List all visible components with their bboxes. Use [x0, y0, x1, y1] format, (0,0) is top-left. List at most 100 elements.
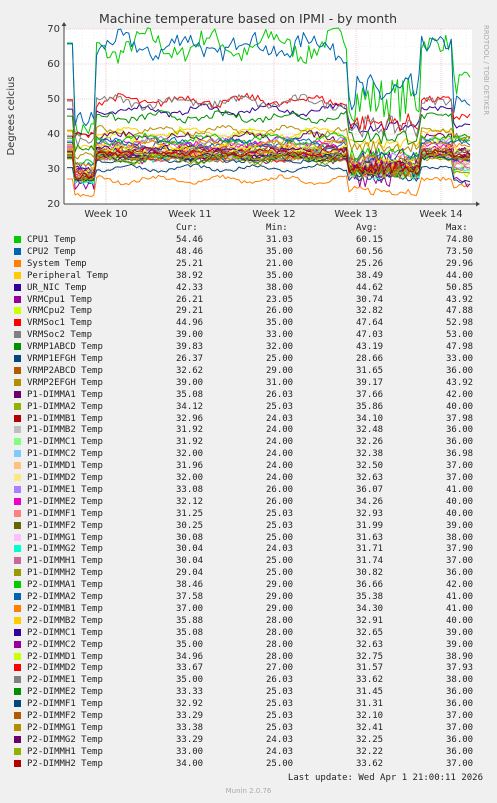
legend-series-name: P1-DIMMC1 Temp — [27, 437, 103, 448]
legend-value-avg: 32.93 — [356, 508, 384, 519]
legend-value-min: 25.03 — [266, 508, 294, 519]
legend-value-min: 38.00 — [266, 282, 294, 293]
legend-value-min: 24.00 — [266, 461, 294, 472]
legend-series-name: P1-DIMMG2 Temp — [27, 544, 103, 555]
legend-series-name: P2-DIMMH2 Temp — [27, 758, 103, 769]
legend-row-p2-dimme1-temp: P2-DIMME1 Temp 35.00 26.03 33.62 38.00 — [0, 674, 497, 686]
legend-value-avg: 36.66 — [356, 580, 384, 591]
legend-row-vrmp1abcd-temp: VRMP1ABCD Temp 39.83 32.00 43.19 47.98 — [0, 341, 497, 353]
legend-value-avg: 32.50 — [356, 461, 384, 472]
legend-series-name: VRMCpu2 Temp — [27, 306, 93, 317]
legend-series-name: Peripheral Temp — [27, 270, 109, 281]
legend-value-avg: 35.38 — [356, 592, 384, 602]
legend-series-name: VRMP2EFGH Temp — [27, 377, 103, 388]
y-tick-label: 20 — [47, 199, 60, 210]
y-tick-label: 30 — [47, 164, 60, 175]
legend-value-max: 50.85 — [446, 282, 474, 293]
legend-series-name: P1-DIMME2 Temp — [27, 496, 103, 507]
legend-row-vrmp2efgh-temp: VRMP2EFGH Temp 39.00 31.00 39.17 43.92 — [0, 377, 497, 389]
legend-swatch — [14, 390, 21, 398]
series-line-p1-dimmc1-temp — [67, 151, 471, 184]
legend-row-p1-dimmc2-temp: P1-DIMMC2 Temp 32.00 24.00 32.38 36.98 — [0, 448, 497, 460]
legend-value-min: 29.00 — [266, 365, 294, 376]
legend-value-max: 40.00 — [446, 508, 474, 519]
legend-row-p1-dimmd1-temp: P1-DIMMD1 Temp 31.96 24.00 32.50 37.00 — [0, 460, 497, 472]
legend-row-p2-dimme2-temp: P2-DIMME2 Temp 33.33 25.03 31.45 36.00 — [0, 686, 497, 698]
legend-value-min: 26.00 — [266, 306, 294, 317]
legend-value-max: 41.00 — [446, 592, 474, 602]
legend-swatch — [14, 545, 21, 553]
legend-row-ur-nic-temp: UR_NIC Temp 42.33 38.00 44.62 50.85 — [0, 282, 497, 294]
legend-value-avg: 36.07 — [356, 484, 384, 495]
legend-series-name: VRMP1ABCD Temp — [27, 342, 103, 353]
legend-value-max: 44.00 — [446, 270, 474, 281]
legend-series-name: P1-DIMME1 Temp — [27, 484, 103, 495]
legend-value-avg: 33.62 — [356, 758, 384, 769]
legend-row-peripheral-temp: Peripheral Temp 38.92 35.00 38.49 44.00 — [0, 270, 497, 282]
legend-value-min: 31.00 — [266, 377, 294, 388]
legend-series-name: P2-DIMMA2 Temp — [27, 592, 103, 602]
legend-value-min: 25.03 — [266, 722, 294, 733]
legend-series-name: VRMP1EFGH Temp — [27, 354, 103, 364]
legend-value-cur: 35.08 — [176, 389, 204, 400]
legend-row-p1-dimmg1-temp: P1-DIMMG1 Temp 30.08 25.00 31.63 38.00 — [0, 532, 497, 544]
legend-value-min: 24.03 — [266, 734, 294, 745]
legend-value-cur: 32.96 — [176, 413, 204, 424]
legend-value-avg: 32.25 — [356, 734, 384, 745]
legend-value-max: 74.80 — [446, 235, 474, 245]
legend-series-name: P2-DIMMD1 Temp — [27, 651, 103, 662]
legend-value-cur: 33.38 — [176, 722, 204, 733]
legend-series-name: CPU2 Temp — [27, 246, 76, 257]
legend-series-name: P2-DIMME1 Temp — [27, 675, 103, 686]
series-line-cpu2-temp — [67, 28, 471, 127]
legend-value-max: 37.00 — [446, 556, 474, 567]
legend-series-name: P2-DIMMA1 Temp — [27, 580, 103, 591]
legend-value-cur: 35.00 — [176, 639, 204, 650]
legend-value-max: 53.00 — [446, 330, 474, 341]
legend-row-p1-dimmc1-temp: P1-DIMMC1 Temp 31.92 24.00 32.26 36.00 — [0, 436, 497, 448]
legend-value-cur: 38.46 — [176, 580, 204, 591]
legend-value-cur: 35.08 — [176, 627, 204, 638]
x-tick-label: Week 10 — [84, 209, 127, 220]
legend-value-min: 26.03 — [266, 675, 294, 686]
y-tick-label: 50 — [47, 94, 60, 105]
legend-value-cur: 33.08 — [176, 484, 204, 495]
legend-value-avg: 47.03 — [356, 330, 384, 341]
legend-swatch — [14, 616, 21, 624]
legend-value-cur: 44.96 — [176, 318, 204, 329]
legend-value-avg: 32.82 — [356, 306, 384, 317]
legend-row-p2-dimmg1-temp: P2-DIMMG1 Temp 33.38 25.03 32.41 37.00 — [0, 722, 497, 734]
legend-swatch — [14, 402, 21, 410]
series-line-vrmp1efgh-temp — [67, 163, 471, 184]
legend-value-cur: 34.00 — [176, 758, 204, 769]
legend-swatch — [14, 247, 21, 255]
series-line-system-temp — [67, 174, 471, 198]
legend-value-avg: 43.19 — [356, 342, 384, 353]
legend-value-cur: 30.25 — [176, 520, 204, 531]
y-axis-arrow — [61, 22, 67, 26]
legend-row-p2-dimmb2-temp: P2-DIMMB2 Temp 35.88 28.00 32.91 40.00 — [0, 615, 497, 627]
legend-header-avg: Avg: — [356, 223, 378, 233]
legend-value-cur: 32.00 — [176, 473, 204, 483]
legend-value-min: 28.00 — [266, 639, 294, 650]
y-tick-label: 40 — [47, 129, 60, 140]
legend-value-max: 42.00 — [446, 580, 474, 591]
legend-value-max: 36.00 — [446, 746, 474, 757]
legend-swatch — [14, 557, 21, 565]
legend-series-name: P1-DIMMA1 Temp — [27, 389, 103, 400]
legend-value-cur: 33.00 — [176, 746, 204, 757]
legend-row-vrmsoc1-temp: VRMSoc1 Temp 44.96 35.00 47.64 52.98 — [0, 317, 497, 329]
legend-series-name: P1-DIMMD2 Temp — [27, 473, 103, 483]
legend-swatch — [14, 652, 21, 660]
legend-value-min: 25.03 — [266, 687, 294, 698]
legend-swatch — [14, 593, 21, 600]
legend-value-avg: 34.30 — [356, 603, 384, 614]
legend-row-p2-dimmf1-temp: P2-DIMMF1 Temp 32.92 25.03 31.31 36.00 — [0, 698, 497, 710]
legend-series-name: CPU1 Temp — [27, 235, 76, 245]
legend-series-name: P2-DIMMH1 Temp — [27, 746, 103, 757]
series-line-p2-dimma1-temp — [67, 132, 471, 166]
legend-value-cur: 33.33 — [176, 687, 204, 698]
legend-value-avg: 32.63 — [356, 473, 384, 483]
legend-value-min: 29.00 — [266, 603, 294, 614]
legend-value-max: 37.90 — [446, 544, 474, 555]
